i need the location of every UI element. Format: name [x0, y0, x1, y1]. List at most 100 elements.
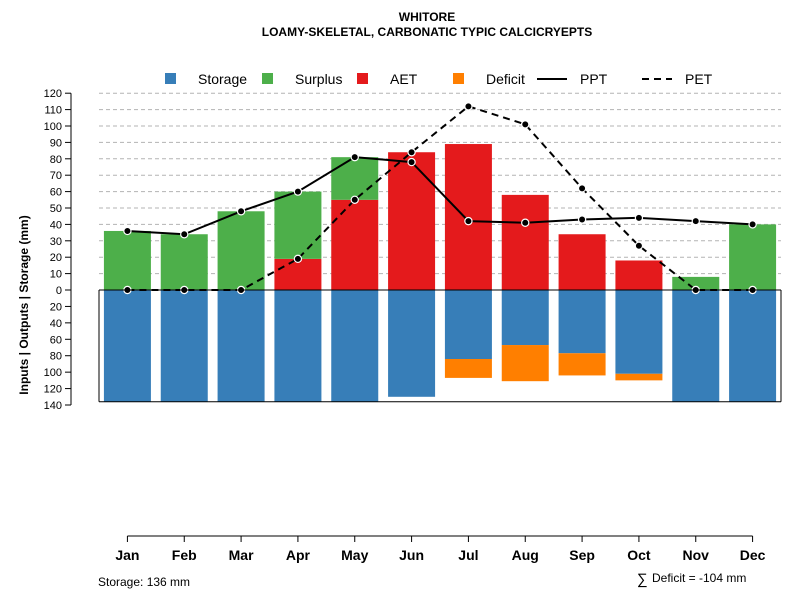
x-tick-label-Apr: Apr — [286, 547, 311, 563]
y-tick-label-lo-60: 60 — [50, 334, 62, 346]
pet-line-point-Sep — [577, 184, 587, 193]
legend-label-pet: PET — [685, 71, 713, 87]
surplus-bar-Jan — [103, 230, 151, 290]
y-tick-label-up-60: 60 — [50, 187, 62, 199]
storage-bar-Nov — [672, 290, 720, 402]
pet-line-point-Apr — [293, 254, 303, 264]
storage-bar-Jun — [388, 290, 436, 397]
y-tick-label-lo-20: 20 — [50, 301, 62, 313]
storage-bar-Aug — [501, 290, 549, 346]
y-tick-label-up-90: 90 — [50, 137, 62, 149]
chart-title: WHITORE — [399, 10, 455, 24]
y-tick-label-up-70: 70 — [50, 170, 62, 182]
storage-bar-Sep — [558, 290, 606, 354]
deficit-bar-Jul — [444, 359, 492, 378]
ppt-line-point-May — [350, 152, 359, 162]
storage-bar-Jul — [444, 290, 492, 360]
deficit-bar-Sep — [558, 353, 606, 376]
pet-line-point-Jun — [407, 148, 416, 157]
surplus-bar-Mar — [217, 211, 265, 290]
y-tick-label-lo-80: 80 — [50, 351, 62, 363]
x-tick-label-Jul: Jul — [458, 547, 478, 563]
legend-label-aet: AET — [390, 71, 418, 87]
y-tick-label-up-10: 10 — [50, 269, 62, 281]
bars — [103, 144, 777, 402]
y-tick-label-lo-120: 120 — [44, 384, 62, 396]
series-lines — [123, 102, 757, 295]
x-tick-label-May: May — [341, 547, 368, 563]
surplus-bar-Apr — [274, 191, 322, 259]
footer-deficit-symbol: ∑ — [637, 571, 648, 588]
storage-bar-Jan — [103, 290, 151, 402]
surplus-bar-Dec — [729, 224, 777, 290]
aet-bar-Apr — [274, 258, 322, 290]
ppt-line-point-Aug — [521, 218, 530, 227]
aet-bar-Sep — [558, 234, 606, 290]
ppt-line-point-Nov — [691, 216, 700, 226]
legend-label-surplus: Surplus — [295, 71, 342, 87]
x-tick-label-Jun: Jun — [399, 547, 424, 563]
pet-line-point-May — [350, 195, 359, 204]
legend: Storage Surplus AET Deficit PPT PET — [165, 71, 713, 87]
surplus-bar-Feb — [160, 234, 208, 290]
y-tick-label-up-100: 100 — [44, 121, 62, 133]
storage-bar-Dec — [729, 290, 777, 402]
ppt-line-point-Jun — [407, 157, 416, 167]
aet-bar-Aug — [501, 194, 549, 290]
storage-bar-Feb — [160, 290, 208, 402]
y-tick-label-up-50: 50 — [50, 203, 62, 215]
storage-bar-Mar — [217, 290, 265, 402]
grid-lines — [99, 92, 781, 275]
y-tick-label-up-80: 80 — [50, 154, 62, 166]
x-tick-label-Nov: Nov — [683, 547, 710, 563]
x-tick-label-Dec: Dec — [740, 547, 766, 563]
pet-line-point-Oct — [634, 241, 644, 250]
ppt-line — [127, 156, 753, 236]
legend-swatch-deficit — [453, 73, 464, 84]
y-axis-label: Inputs | Outputs | Storage (mm) — [17, 215, 31, 394]
ppt-line-point-Oct — [634, 213, 644, 223]
storage-bar-Apr — [274, 290, 322, 402]
legend-label-deficit: Deficit — [486, 71, 525, 87]
y-tick-label-lo-140: 140 — [44, 400, 62, 412]
ppt-line-point-Sep — [577, 215, 587, 224]
x-tick-label-Aug: Aug — [512, 547, 539, 563]
x-tick-label-Oct: Oct — [627, 547, 651, 563]
x-tick-label-Mar: Mar — [229, 547, 254, 563]
surplus-bar-May — [331, 157, 379, 200]
x-tick-label-Feb: Feb — [172, 547, 197, 563]
deficit-bar-Aug — [501, 345, 549, 382]
ppt-line-point-Jul — [464, 216, 473, 226]
ppt-line-point-Apr — [293, 187, 303, 196]
storage-bar-May — [331, 290, 379, 402]
ppt-line-point-Dec — [748, 220, 757, 229]
deficit-bar-Oct — [615, 373, 663, 381]
y-tick-label-lo-40: 40 — [50, 318, 62, 330]
pet-line-point-Jul — [464, 102, 473, 111]
y-tick-label-up-110: 110 — [44, 105, 62, 117]
aet-bar-Jun — [388, 152, 436, 290]
aet-bar-May — [331, 199, 379, 290]
legend-label-ppt: PPT — [580, 71, 608, 87]
y-tick-label-up-0: 0 — [56, 285, 62, 297]
legend-label-storage: Storage — [198, 71, 247, 87]
chart-subtitle: LOAMY-SKELETAL, CARBONATIC TYPIC CALCICR… — [262, 25, 592, 39]
ppt-line-point-Jan — [123, 226, 132, 236]
y-tick-label-up-20: 20 — [50, 252, 62, 264]
y-tick-label-up-120: 120 — [44, 88, 62, 100]
y-tick-label-up-30: 30 — [50, 236, 62, 248]
footer-deficit: Deficit = -104 mm — [652, 571, 746, 585]
x-tick-label-Jan: Jan — [115, 547, 139, 563]
legend-swatch-surplus — [262, 73, 273, 84]
aet-bar-Oct — [615, 260, 663, 290]
pet-line-point-Aug — [521, 120, 530, 129]
ppt-line-point-Feb — [180, 230, 189, 239]
ppt-line-point-Mar — [236, 207, 246, 216]
axes: 0 10 20 30 40 50 60 70 80 90 100 110 120 20 40 60 80 100 1… — [44, 88, 782, 563]
footer-storage: Storage: 136 mm — [98, 575, 190, 589]
legend-swatch-aet — [357, 73, 368, 84]
x-tick-label-Sep: Sep — [569, 547, 595, 563]
y-tick-label-lo-100: 100 — [44, 367, 62, 379]
y-tick-label-up-40: 40 — [50, 219, 62, 231]
